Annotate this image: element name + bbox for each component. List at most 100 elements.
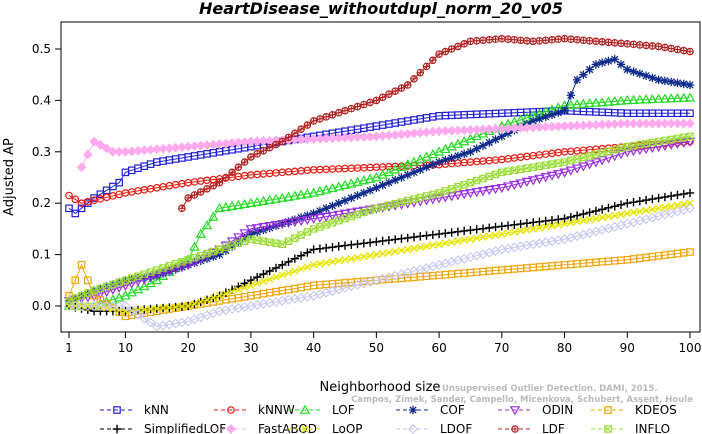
data-point-ldf [360, 100, 368, 109]
data-point-simplifiedlof [315, 244, 325, 253]
data-point-odin [139, 275, 150, 285]
data-point-inflo [604, 147, 613, 156]
data-point-cof [597, 58, 607, 67]
data-point-simplifiedlof [679, 189, 688, 199]
data-point-simplifiedlof [252, 273, 262, 282]
data-point-lof [101, 296, 112, 306]
data-point-kdeos [77, 261, 86, 269]
data-point-fastabod [76, 162, 87, 173]
data-point-simplifiedlof [303, 248, 312, 257]
data-point-odin [101, 287, 112, 298]
watermark-line-1: Unsupervised Outlier Detection. DAMI, 20… [442, 384, 658, 394]
legend-label: KDEOS [635, 403, 677, 417]
legend-marker [604, 425, 612, 433]
data-point-simplifiedlof [579, 209, 588, 219]
data-point-loop [573, 218, 581, 226]
data-point-simplifiedlof [240, 279, 249, 288]
data-point-loop [460, 236, 468, 244]
data-point-cof [303, 211, 312, 220]
legend-item-odin: ODIN [498, 403, 573, 417]
data-point-simplifiedlof [560, 214, 569, 223]
data-point-loop [636, 207, 644, 216]
data-point-simplifiedlof [453, 227, 463, 236]
data-point-odin [471, 188, 482, 198]
data-point-lof [622, 94, 633, 105]
data-point-odin [446, 192, 457, 202]
data-point-odin [584, 160, 595, 170]
legend-label: ODIN [542, 403, 573, 417]
data-point-ldf [447, 45, 456, 53]
data-point-odin [502, 182, 514, 192]
data-point-cof [334, 199, 343, 208]
data-point-odin [176, 263, 188, 273]
data-point-ldf [234, 163, 243, 172]
data-point-ldf [472, 36, 481, 45]
data-point-ldf [316, 115, 324, 123]
data-point-cof [635, 69, 645, 78]
data-point-odin [496, 183, 508, 194]
data-point-ldf [372, 96, 381, 105]
data-point-simplifiedlof [416, 232, 425, 241]
legend-marker [509, 406, 521, 416]
data-point-odin [95, 289, 106, 300]
data-point-ldf [523, 36, 531, 45]
data-point-cof [390, 175, 400, 185]
data-point-cof [541, 112, 550, 122]
data-point-lof [220, 201, 232, 212]
x-tick-label: 60 [431, 341, 446, 355]
data-point-lof [270, 193, 282, 203]
data-point-odin [571, 164, 583, 174]
data-point-odin [484, 186, 495, 196]
data-point-cof [397, 173, 406, 182]
data-point-loop [378, 249, 387, 258]
data-point-lof [327, 182, 338, 193]
data-point-ldf [284, 133, 293, 142]
data-point-ldf [190, 191, 199, 199]
data-point-cof [472, 144, 481, 153]
data-point-loop [309, 261, 318, 269]
legend-marker [112, 424, 122, 434]
data-point-odin [189, 257, 200, 268]
data-point-inflo [71, 294, 80, 303]
data-point-lof [195, 228, 206, 238]
data-point-ldf [184, 194, 192, 202]
data-point-ldf [498, 34, 506, 43]
data-point-knn [65, 204, 73, 213]
data-point-simplifiedlof [390, 235, 400, 244]
data-point-odin [270, 220, 282, 231]
data-point-ldf [541, 36, 550, 45]
data-point-lof [189, 241, 200, 251]
data-point-loop [203, 296, 211, 304]
data-point-loop [297, 265, 305, 273]
data-point-ldf [516, 36, 525, 45]
x-tick-label: 30 [243, 341, 258, 355]
data-point-cof [290, 215, 300, 224]
legend-marker [226, 424, 236, 434]
data-point-cof [365, 186, 375, 195]
data-point-ldf [178, 204, 186, 213]
data-point-cof [196, 256, 205, 265]
data-point-lof [113, 292, 125, 302]
data-point-ldf [560, 34, 569, 43]
data-point-simplifiedlof [290, 254, 300, 263]
data-point-ldf [309, 117, 318, 125]
data-point-ldf [466, 37, 475, 46]
data-point-loop [360, 252, 368, 261]
data-point-odin [120, 281, 131, 291]
data-point-ldof [145, 317, 156, 328]
data-point-ldf [265, 143, 274, 152]
data-point-lof [264, 194, 275, 204]
data-point-cof [560, 106, 569, 115]
data-point-fastabod [685, 118, 695, 129]
data-point-loop [441, 239, 450, 247]
data-point-loop [397, 246, 406, 255]
data-point-ldf [203, 185, 211, 193]
x-tick-label: 10 [118, 341, 133, 355]
data-point-inflo [573, 155, 581, 163]
data-point-simplifiedlof [591, 206, 601, 216]
data-point-lof [571, 99, 583, 109]
data-point-cof [434, 157, 444, 167]
data-point-simplifiedlof [629, 197, 638, 207]
data-point-odin [634, 145, 646, 156]
data-point-loop [473, 234, 481, 242]
